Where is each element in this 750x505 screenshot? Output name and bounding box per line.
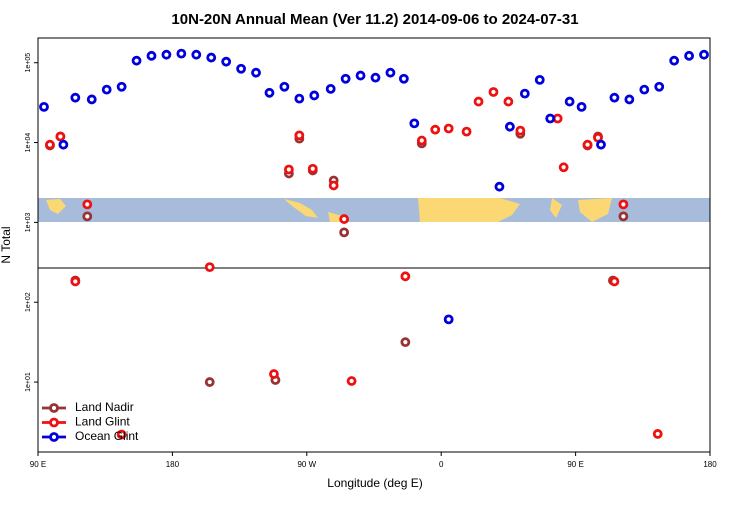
point — [204, 262, 215, 273]
point — [55, 131, 66, 142]
legend-label: Ocean Glint — [75, 429, 139, 443]
point — [504, 121, 515, 132]
point — [309, 90, 320, 101]
point — [699, 49, 709, 60]
point — [146, 50, 157, 61]
point — [340, 73, 351, 84]
x-tick-label: 0 — [439, 460, 444, 469]
point — [409, 118, 420, 129]
point — [294, 93, 305, 104]
point — [294, 130, 305, 141]
point — [398, 73, 409, 84]
point — [206, 52, 217, 63]
point — [430, 124, 441, 135]
point — [191, 49, 202, 60]
point — [269, 369, 279, 379]
map-strip — [38, 198, 710, 222]
point — [86, 94, 97, 105]
point — [82, 211, 93, 222]
point — [116, 429, 127, 440]
point — [503, 96, 514, 107]
legend-marker — [49, 417, 59, 428]
y-tick-label: 1e+01 — [25, 372, 32, 392]
point — [552, 113, 563, 124]
y-tick-label: 1e+03 — [25, 212, 32, 232]
point — [307, 163, 318, 174]
point — [576, 101, 587, 112]
point — [204, 377, 215, 387]
chart-title: 10N-20N Annual Mean (Ver 11.2) 2014-09-0… — [171, 11, 578, 28]
plot-frame — [37, 37, 711, 453]
point — [161, 49, 172, 60]
point — [639, 84, 650, 95]
x-tick-label: 180 — [703, 460, 717, 469]
point — [416, 135, 427, 146]
x-tick-label: 90 W — [297, 460, 316, 469]
point — [236, 63, 246, 74]
point — [45, 139, 55, 150]
point — [325, 83, 336, 94]
point — [443, 123, 454, 134]
point — [176, 48, 187, 59]
point — [461, 126, 472, 137]
point — [515, 125, 526, 136]
point — [116, 81, 127, 92]
point — [400, 337, 411, 348]
legend-marker — [49, 403, 59, 413]
point — [370, 72, 381, 83]
legend-marker — [49, 432, 59, 442]
point — [624, 94, 635, 105]
point — [82, 199, 93, 210]
point — [385, 67, 396, 78]
y-axis-label: N Total — [0, 226, 13, 263]
point — [283, 164, 294, 175]
point — [346, 376, 357, 386]
point — [131, 55, 142, 66]
point — [339, 227, 350, 238]
point — [70, 276, 81, 287]
point — [564, 96, 575, 107]
point — [609, 92, 620, 103]
point — [609, 276, 620, 287]
point — [684, 50, 694, 61]
point — [70, 92, 81, 103]
x-tick-label: 90 E — [30, 460, 46, 469]
point — [101, 84, 112, 95]
point — [654, 81, 665, 92]
point — [443, 314, 454, 325]
point — [545, 113, 556, 124]
y-tick-label: 1e+02 — [25, 292, 32, 312]
point — [221, 56, 232, 67]
point — [58, 139, 69, 150]
point — [582, 139, 593, 150]
point — [618, 199, 629, 210]
x-tick-label: 90 E — [567, 460, 583, 469]
point — [473, 96, 484, 107]
point — [652, 429, 663, 439]
x-tick-label: 180 — [166, 460, 180, 469]
point — [400, 271, 411, 282]
y-tick-label: 1e+04 — [25, 133, 32, 153]
point — [669, 55, 680, 66]
point — [494, 181, 505, 192]
point — [355, 70, 366, 81]
point — [251, 67, 261, 78]
y-tick-label: 1e+05 — [25, 53, 32, 73]
point — [558, 162, 569, 173]
point — [39, 101, 49, 112]
x-axis-label: Longitude (deg E) — [327, 476, 422, 490]
point — [618, 211, 629, 222]
point — [596, 139, 606, 150]
point — [279, 81, 290, 92]
point — [519, 88, 530, 99]
point — [488, 87, 499, 97]
point — [534, 74, 545, 85]
point — [339, 214, 350, 224]
point — [328, 180, 339, 191]
legend-label: Land Glint — [75, 415, 130, 429]
point — [264, 87, 275, 98]
legend-label: Land Nadir — [75, 400, 134, 414]
